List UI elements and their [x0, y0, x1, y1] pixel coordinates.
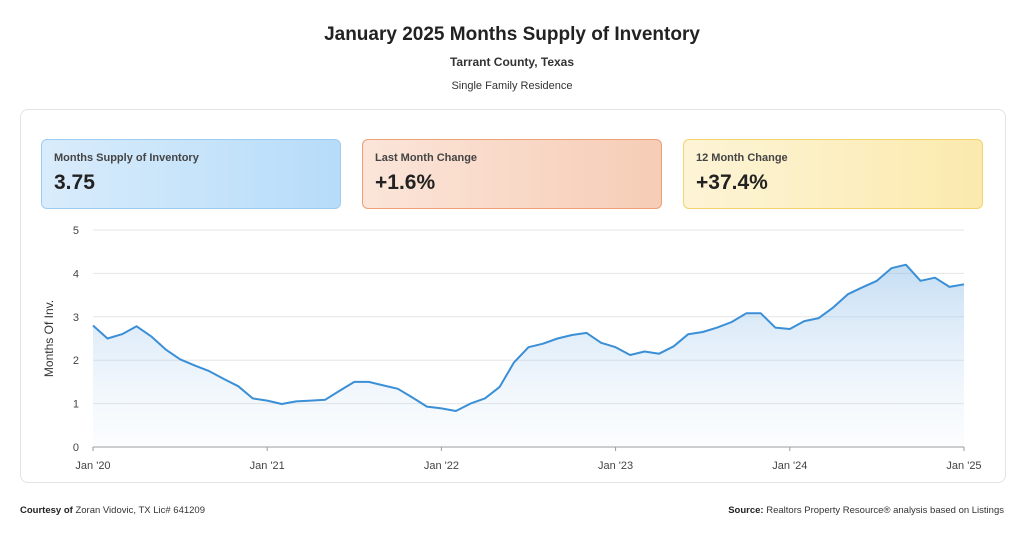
data-point: [831, 305, 835, 309]
data-point: [425, 405, 429, 409]
source-text: Realtors Property Resource® analysis bas…: [766, 505, 1004, 516]
data-point: [410, 396, 414, 400]
location-subtitle: Tarrant County, Texas: [449, 55, 575, 69]
data-point: [788, 327, 792, 331]
card-label: Months Supply of Inventory: [54, 152, 199, 164]
data-point: [599, 341, 603, 345]
data-point: [614, 345, 618, 349]
chart-title: January 2025 Months Supply of Inventory: [324, 24, 700, 45]
card-months-supply: Months Supply of Inventory 3.75: [41, 139, 341, 209]
courtesy-text: Zoran Vidovic, TX Lic# 641209: [75, 505, 206, 516]
card-label: 12 Month Change: [696, 152, 788, 164]
courtesy-footer: Courtesy of Zoran Vidovic, TX Lic# 64120…: [20, 505, 205, 516]
data-point: [352, 380, 356, 384]
data-point: [294, 399, 298, 403]
property-type-subtitle: Single Family Residence: [451, 80, 573, 92]
data-point: [222, 377, 226, 381]
data-point: [149, 334, 153, 338]
data-point: [381, 383, 385, 387]
data-point: [672, 344, 676, 348]
data-point: [643, 350, 647, 354]
data-point: [585, 331, 589, 335]
data-point: [904, 263, 908, 267]
data-point: [178, 357, 182, 361]
data-point: [309, 399, 313, 403]
data-point: [251, 396, 255, 400]
source-label: Source:: [728, 505, 764, 516]
data-point: [889, 266, 893, 270]
card-value: +1.6%: [375, 171, 436, 194]
data-point: [962, 282, 966, 286]
y-tick-label: 0: [73, 442, 79, 454]
data-point: [570, 333, 574, 337]
series-area: [93, 264, 964, 447]
data-point: [193, 363, 197, 367]
data-point: [120, 332, 124, 336]
card-label: Last Month Change: [375, 152, 478, 164]
data-point: [686, 332, 690, 336]
data-point: [512, 360, 516, 364]
data-point: [454, 409, 458, 413]
x-tick-label: Jan '20: [75, 460, 110, 472]
card-value: 3.75: [54, 171, 95, 194]
data-point: [135, 324, 139, 328]
data-point: [846, 292, 850, 296]
data-point: [367, 380, 371, 384]
data-point: [497, 385, 501, 389]
data-point: [396, 387, 400, 391]
data-point: [468, 402, 472, 406]
data-point: [338, 389, 342, 393]
data-point: [933, 276, 937, 280]
y-tick-label: 1: [73, 399, 79, 411]
data-point: [106, 337, 110, 341]
data-point: [918, 279, 922, 283]
data-point: [875, 279, 879, 283]
courtesy-label: Courtesy of: [20, 505, 73, 516]
data-point: [730, 320, 734, 324]
x-tick-label: Jan '22: [424, 460, 459, 472]
x-tick-label: Jan '24: [772, 460, 807, 472]
data-point: [236, 384, 240, 388]
data-point: [207, 369, 211, 373]
card-value: +37.4%: [696, 171, 768, 194]
y-tick-label: 3: [73, 312, 79, 324]
source-footer: Source: Realtors Property Resource® anal…: [728, 505, 1004, 516]
series-line: [92, 263, 965, 412]
data-point: [91, 323, 95, 327]
data-point: [323, 398, 327, 402]
data-point: [265, 399, 269, 403]
y-tick-label: 4: [73, 268, 79, 280]
data-point: [541, 342, 545, 346]
data-point: [759, 311, 763, 315]
data-point: [773, 326, 777, 330]
y-tick-label: 2: [73, 355, 79, 367]
data-point: [947, 285, 951, 289]
data-point: [802, 319, 806, 323]
data-point: [817, 316, 821, 320]
data-point: [715, 326, 719, 330]
data-point: [628, 353, 632, 357]
data-point: [744, 311, 748, 315]
data-point: [701, 330, 705, 334]
x-tick-label: Jan '21: [250, 460, 285, 472]
data-point: [860, 285, 864, 289]
data-point: [657, 352, 661, 356]
data-point: [483, 396, 487, 400]
data-point: [527, 345, 531, 349]
data-point: [164, 347, 168, 351]
y-tick-label: 5: [73, 225, 79, 237]
card-last-month-change: Last Month Change +1.6%: [362, 139, 662, 209]
card-12-month-change: 12 Month Change +37.4%: [683, 139, 983, 209]
data-point: [439, 406, 443, 410]
y-axis-label: Months Of Inv.: [42, 300, 56, 377]
data-point: [280, 402, 284, 406]
data-point: [556, 337, 560, 341]
x-tick-label: Jan '23: [598, 460, 633, 472]
x-tick-label: Jan '25: [946, 460, 981, 472]
